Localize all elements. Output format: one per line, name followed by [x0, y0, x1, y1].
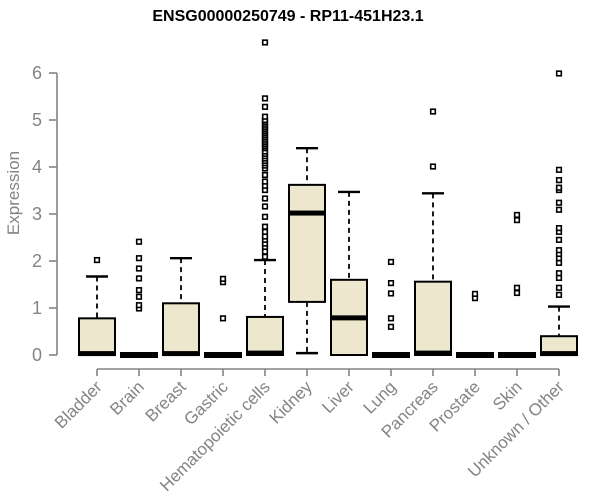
- median-line: [289, 210, 325, 216]
- outlier-point: [513, 217, 521, 224]
- y-tick-label: 3: [32, 204, 42, 224]
- box-group-breast: [162, 256, 200, 357]
- outlier-point: [555, 184, 563, 191]
- outlier-point: [513, 211, 521, 219]
- x-category-label-bladder: Bladder: [51, 377, 106, 432]
- outlier-point: [261, 39, 269, 46]
- median-line: [541, 351, 577, 357]
- outlier-point: [219, 315, 227, 322]
- box-group-unknown-other: [540, 70, 578, 357]
- outlier-point: [93, 256, 101, 264]
- outlier-point: [261, 228, 269, 235]
- outlier-point: [555, 70, 563, 77]
- iqr-box: [162, 302, 200, 356]
- y-axis: 0 1 2 3 4 5 6: [32, 63, 58, 365]
- y-tick-label: 2: [32, 251, 42, 271]
- outlier-point: [387, 279, 395, 287]
- collapsed-box: [120, 352, 158, 358]
- outlier-point: [135, 275, 143, 282]
- outlier-point: [135, 293, 143, 300]
- outlier-point: [513, 289, 521, 297]
- outlier-point: [429, 163, 437, 170]
- outlier-point: [135, 302, 143, 309]
- outlier-point: [261, 253, 269, 260]
- box-group-prostate: [456, 290, 494, 358]
- outlier-point: [135, 287, 143, 294]
- median-line: [331, 315, 367, 321]
- y-tick-label: 1: [32, 298, 42, 318]
- outlier-point: [261, 223, 269, 230]
- box-group-skin: [498, 211, 536, 358]
- collapsed-box: [204, 352, 242, 358]
- outlier-point: [261, 95, 269, 102]
- outlier-point: [387, 323, 395, 330]
- outlier-point: [555, 270, 563, 277]
- iqr-box: [78, 317, 116, 356]
- box-group-brain: [120, 238, 158, 358]
- outlier-point: [135, 265, 143, 272]
- x-category-label-kidney: Kidney: [266, 377, 317, 428]
- box-group-pancreas: [414, 108, 452, 356]
- outlier-point: [555, 236, 563, 243]
- outlier-point: [555, 247, 563, 254]
- outlier-point: [555, 166, 563, 173]
- outlier-point: [387, 315, 395, 322]
- outlier-point: [261, 203, 269, 210]
- median-line: [163, 351, 199, 357]
- outlier-point: [555, 199, 563, 206]
- median-line: [247, 350, 283, 356]
- outlier-point: [261, 113, 269, 120]
- outlier-point: [555, 225, 563, 232]
- collapsed-box: [372, 352, 410, 358]
- outlier-point: [387, 290, 395, 297]
- y-tick-label: 4: [32, 157, 42, 177]
- outlier-point: [261, 195, 269, 202]
- iqr-box: [288, 183, 326, 303]
- outlier-point: [135, 255, 143, 262]
- outlier-point: [261, 213, 269, 220]
- box-group-lung: [372, 258, 410, 358]
- x-category-label-liver: Liver: [318, 377, 358, 417]
- outlier-point: [135, 238, 143, 245]
- y-tick-label: 0: [32, 345, 42, 365]
- chart-title: ENSG00000250749 - RP11-451H23.1: [152, 8, 424, 25]
- outlier-point: [555, 291, 563, 298]
- outlier-point: [471, 290, 479, 298]
- median-line: [79, 351, 115, 357]
- outlier-point: [261, 171, 269, 179]
- outlier-point: [429, 108, 437, 115]
- median-line: [415, 350, 451, 356]
- box-group-liver: [330, 190, 368, 356]
- x-category-label-skin: Skin: [489, 377, 526, 414]
- collapsed-box: [456, 352, 494, 358]
- outlier-point: [555, 177, 563, 184]
- box-group-gastric: [204, 275, 242, 358]
- iqr-box: [246, 315, 284, 356]
- box-group-hematopoietic-cells: [246, 39, 284, 356]
- box-group-bladder: [78, 256, 116, 357]
- outlier-point: [387, 258, 395, 266]
- outlier-point: [219, 275, 227, 282]
- y-tick-label: 6: [32, 63, 42, 83]
- outlier-point: [261, 103, 269, 110]
- outlier-point: [555, 284, 563, 291]
- iqr-box: [414, 280, 452, 356]
- outlier-point: [261, 178, 269, 185]
- outlier-point: [513, 284, 521, 291]
- box-group-kidney: [288, 146, 326, 355]
- y-axis-title: Expression: [4, 150, 23, 236]
- y-tick-label: 5: [32, 110, 42, 130]
- collapsed-box: [498, 352, 536, 358]
- outlier-point: [555, 206, 563, 213]
